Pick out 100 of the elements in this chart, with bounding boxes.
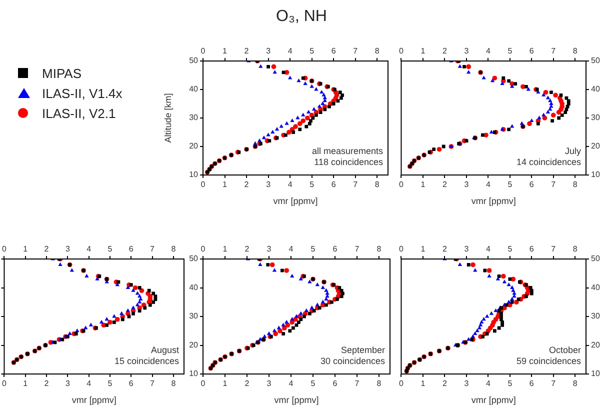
x2-tick-label: 3 [266, 244, 272, 254]
x-tick-label: 5 [108, 379, 113, 388]
x2-tick-label: 7 [551, 46, 556, 56]
annotation: 15 coincidences [114, 356, 180, 366]
x2-tick-label: 4 [486, 46, 491, 56]
x-axis-title: vmr [ppmv] [471, 196, 516, 206]
x2-tick-label: 8 [376, 244, 382, 254]
y2-tick-label: 20 [591, 142, 600, 151]
x2-tick-label: 4 [288, 46, 293, 56]
annotation: October [548, 345, 581, 355]
x2-tick-label: 6 [529, 244, 534, 254]
x2-tick-label: 5 [508, 46, 513, 56]
chart-title: O₃, NH [275, 8, 328, 26]
x-tick-label: 3 [266, 180, 272, 190]
x-tick-label: 2 [442, 180, 448, 190]
y2-tick-label: 50 [591, 254, 600, 264]
x2-tick-label: 1 [420, 244, 426, 254]
x2-tick-label: 7 [551, 244, 556, 254]
x2-tick-label: 0 [2, 244, 7, 254]
x-tick-label: 7 [353, 180, 358, 190]
x2-tick-label: 5 [310, 244, 316, 254]
x-tick-label: 7 [354, 379, 360, 388]
x2-tick-label: 1 [23, 244, 28, 254]
x2-tick-label: 7 [354, 244, 360, 254]
legend-label: ILAS-II, V2.1 [42, 106, 116, 120]
x2-tick-label: 1 [222, 244, 228, 254]
x-tick-label: 4 [288, 180, 293, 190]
x-tick-label: 8 [374, 180, 380, 190]
x2-tick-label: 0 [399, 46, 404, 56]
x-tick-label: 8 [376, 379, 382, 388]
x-tick-label: 4 [288, 379, 294, 388]
x2-tick-label: 3 [464, 244, 470, 254]
x2-tick-label: 0 [399, 244, 404, 254]
x-tick-label: 0 [200, 379, 206, 388]
x-tick-label: 7 [150, 379, 156, 388]
x-tick-label: 4 [486, 379, 491, 388]
x2-tick-label: 4 [486, 244, 491, 254]
x2-tick-label: 6 [529, 46, 534, 56]
annotation: 14 coincidences [516, 157, 582, 167]
x2-tick-label: 1 [420, 46, 426, 56]
y2-tick-label: 30 [591, 312, 600, 321]
x-tick-label: 6 [331, 180, 336, 190]
x-tick-label: 8 [171, 379, 176, 388]
x-tick-label: 0 [2, 379, 7, 388]
x-tick-label: 7 [551, 180, 556, 190]
x2-tick-label: 5 [508, 244, 513, 254]
x2-tick-label: 2 [44, 244, 50, 254]
x-axis-title: vmr [ppmv] [471, 395, 516, 406]
annotation: 59 coincidences [516, 356, 582, 366]
x-tick-label: 6 [529, 180, 534, 190]
x-tick-label: 1 [420, 180, 426, 190]
y2-tick-label: 20 [591, 340, 600, 350]
x2-tick-label: 5 [310, 46, 315, 56]
x-tick-label: 8 [572, 379, 578, 388]
x-tick-label: 2 [44, 379, 50, 388]
x2-tick-label: 3 [266, 46, 272, 56]
y-tick-label: 40 [189, 282, 199, 292]
x2-tick-label: 2 [442, 46, 448, 56]
x2-tick-label: 7 [150, 244, 156, 254]
x-tick-label: 5 [310, 379, 316, 388]
x-tick-label: 1 [420, 379, 426, 388]
y-tick-label: 10 [189, 170, 199, 180]
x-tick-label: 3 [464, 180, 470, 190]
y2-tick-label: 10 [591, 170, 600, 180]
y-tick-label: 50 [189, 56, 199, 66]
x2-tick-label: 8 [572, 244, 578, 254]
x-tick-label: 3 [65, 379, 70, 388]
x2-tick-label: 2 [244, 244, 250, 254]
x-tick-label: 2 [442, 379, 448, 388]
y2-tick-label: 50 [591, 56, 600, 66]
x2-tick-label: 3 [65, 244, 70, 254]
x2-tick-label: 4 [288, 244, 294, 254]
legend-label: MIPAS [42, 66, 82, 80]
x2-tick-label: 3 [464, 46, 470, 56]
y-tick-label: 30 [189, 312, 199, 321]
x-tick-label: 6 [529, 379, 534, 388]
x2-tick-label: 6 [128, 244, 134, 254]
y-tick-label: 20 [189, 340, 199, 350]
x-tick-label: 8 [572, 180, 578, 190]
x-tick-label: 4 [486, 180, 491, 190]
y-tick-label: 20 [189, 142, 199, 151]
x-tick-label: 1 [23, 379, 28, 388]
y2-tick-label: 30 [591, 113, 600, 122]
x-tick-label: 4 [86, 379, 92, 388]
x-axis-title: vmr [ppmv] [72, 395, 116, 406]
x2-tick-label: 5 [108, 244, 113, 254]
x2-tick-label: 8 [171, 244, 176, 254]
y-tick-label: 30 [189, 113, 199, 122]
x-tick-label: 0 [200, 180, 206, 190]
annotation: 118 coincidences [314, 157, 384, 167]
x2-tick-label: 6 [331, 46, 336, 56]
y-tick-label: 10 [189, 369, 199, 378]
x-tick-label: 2 [244, 180, 250, 190]
x-tick-label: 3 [266, 379, 272, 388]
x2-tick-label: 7 [353, 46, 358, 56]
x-tick-label: 5 [508, 180, 513, 190]
x-tick-label: 5 [310, 180, 315, 190]
x-tick-label: 1 [222, 379, 228, 388]
y2-tick-label: 40 [591, 282, 600, 292]
x2-tick-label: 2 [244, 46, 250, 56]
